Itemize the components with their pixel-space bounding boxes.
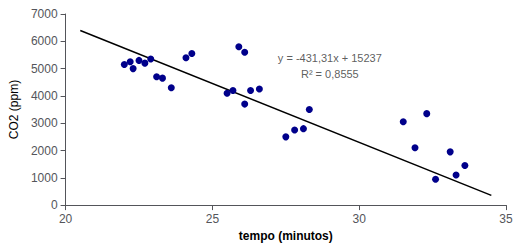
- svg-text:7000: 7000: [31, 7, 58, 21]
- svg-text:4000: 4000: [31, 89, 58, 103]
- svg-text:1000: 1000: [31, 171, 58, 185]
- svg-text:25: 25: [206, 212, 220, 226]
- svg-text:30: 30: [353, 212, 367, 226]
- svg-text:R² = 0,8555: R² = 0,8555: [301, 68, 359, 80]
- svg-text:2000: 2000: [31, 144, 58, 158]
- svg-text:20: 20: [59, 212, 73, 226]
- svg-text:6000: 6000: [31, 34, 58, 48]
- svg-text:tempo (minutos): tempo (minutos): [239, 229, 333, 243]
- svg-text:0: 0: [51, 198, 58, 212]
- svg-text:5000: 5000: [31, 62, 58, 76]
- svg-text:3000: 3000: [31, 116, 58, 130]
- svg-text:CO2 (ppm): CO2 (ppm): [7, 80, 21, 139]
- svg-text:35: 35: [499, 212, 513, 226]
- svg-text:y = -431,31x + 15237: y = -431,31x + 15237: [278, 52, 382, 64]
